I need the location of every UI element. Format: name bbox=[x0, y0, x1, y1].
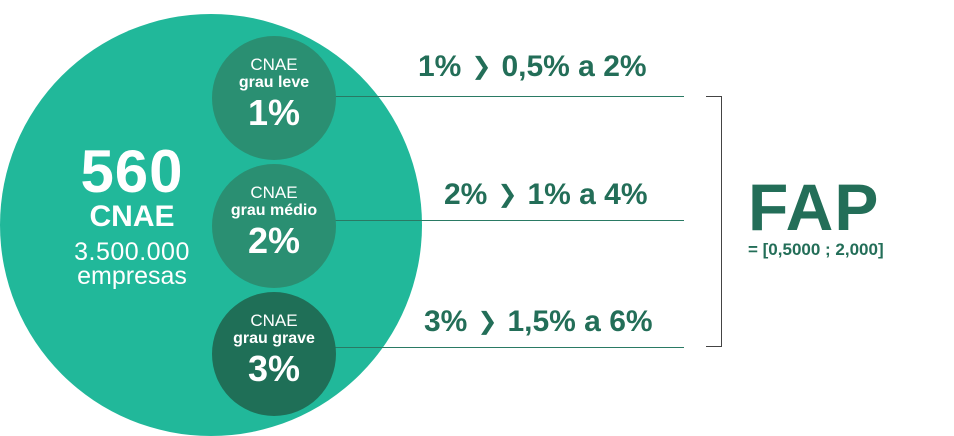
rate-range: 1,5% a 6% bbox=[507, 305, 653, 338]
fap-title: FAP bbox=[748, 170, 880, 244]
connector-line-medio bbox=[322, 220, 684, 221]
level-grade: grau grave bbox=[233, 330, 315, 347]
chevron-right-icon: ❯ bbox=[471, 53, 492, 80]
rate-base: 3% bbox=[424, 305, 468, 338]
level-circle-leve: CNAE grau leve 1% bbox=[212, 36, 336, 160]
main-circle bbox=[0, 14, 422, 436]
main-circle-text: 560 CNAE 3.500.000 empresas bbox=[34, 142, 230, 289]
chevron-right-icon: ❯ bbox=[497, 181, 518, 208]
level-percent: 3% bbox=[247, 348, 301, 389]
companies-count: 3.500.000 bbox=[74, 238, 190, 266]
rate-row-grave: 3% ❯ 1,5% a 6% bbox=[424, 307, 653, 337]
level-circle-grave: CNAE grau grave 3% bbox=[212, 292, 336, 416]
level-grade: grau leve bbox=[238, 74, 310, 91]
rate-row-medio: 2% ❯ 1% a 4% bbox=[444, 180, 648, 210]
chevron-right-icon: ❯ bbox=[477, 308, 498, 335]
companies-label: empresas bbox=[77, 262, 187, 290]
level-percent: 2% bbox=[247, 220, 301, 261]
level-cnae-label: CNAE bbox=[250, 55, 298, 74]
rate-range: 1% a 4% bbox=[527, 178, 648, 211]
rate-base: 1% bbox=[418, 50, 462, 83]
level-grade: grau médio bbox=[230, 202, 318, 219]
rate-range: 0,5% a 2% bbox=[501, 50, 647, 83]
level-cnae-label: CNAE bbox=[250, 311, 298, 330]
level-cnae-label: CNAE bbox=[250, 183, 298, 202]
connector-line-grave bbox=[322, 347, 684, 348]
level-circle-medio: CNAE grau médio 2% bbox=[212, 164, 336, 288]
cnae-label: CNAE bbox=[89, 200, 175, 233]
fap-range: = [0,5000 ; 2,000] bbox=[748, 240, 884, 259]
connector-line-leve bbox=[322, 96, 684, 97]
rate-row-leve: 1% ❯ 0,5% a 2% bbox=[418, 52, 647, 82]
right-bracket bbox=[706, 96, 722, 347]
cnae-total-number: 560 bbox=[80, 138, 184, 205]
level-percent: 1% bbox=[247, 92, 301, 133]
rate-base: 2% bbox=[444, 178, 488, 211]
